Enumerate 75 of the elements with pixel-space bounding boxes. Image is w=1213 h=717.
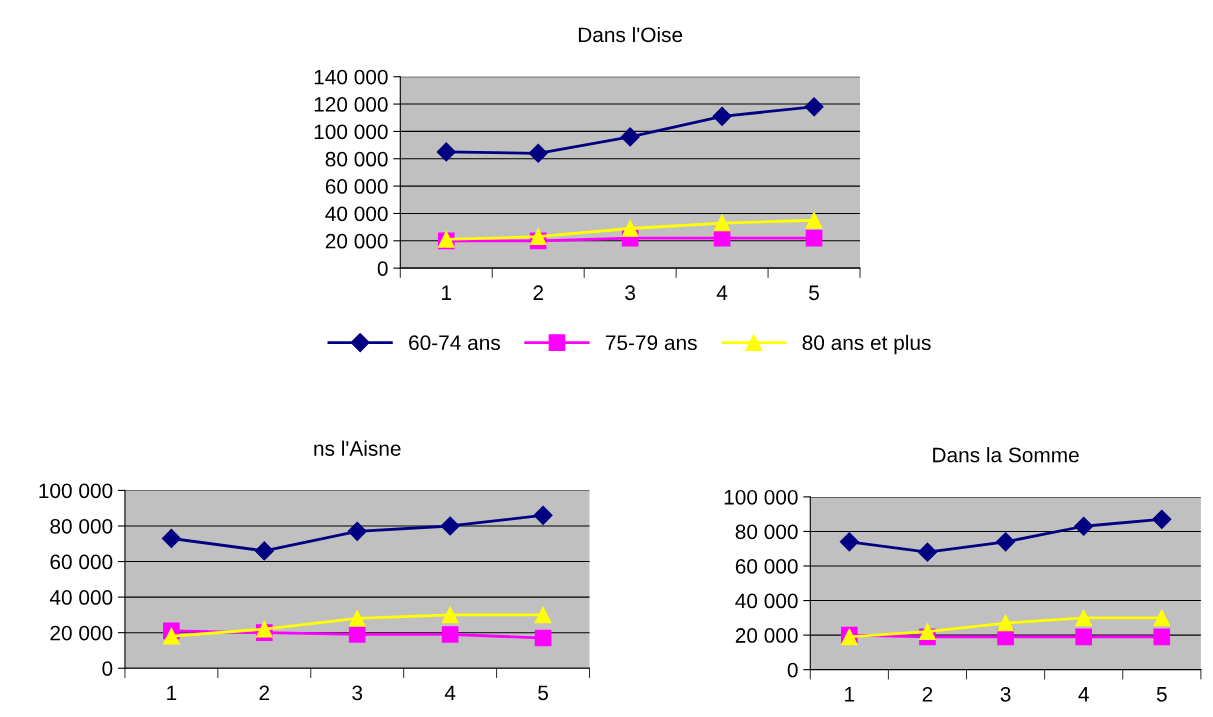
- point: [161, 528, 181, 548]
- point: [436, 142, 456, 162]
- y-tick-label: 60 000: [50, 554, 113, 570]
- x-tick-label: 4: [1078, 687, 1089, 702]
- legend-label: 60-74 ans: [409, 335, 500, 351]
- x-tick-label: 3: [625, 285, 636, 301]
- x-tick-label: 4: [716, 285, 728, 300]
- y-tick-label: 100 000: [314, 124, 388, 140]
- x-tick-label: 2: [533, 285, 543, 300]
- y-tick-label: 140 000: [314, 69, 388, 85]
- point: [997, 614, 1014, 632]
- chart-title: Dans l'Oise: [578, 26, 683, 43]
- y-tick-label: 0: [102, 661, 113, 676]
- chart-title: Dans la Somme: [933, 447, 1079, 463]
- point: [348, 610, 366, 627]
- legend-label: 80 ans et plus: [802, 334, 931, 355]
- y-tick-label: 80 000: [735, 524, 798, 540]
- x-tick-label: 1: [845, 687, 855, 702]
- point: [1152, 509, 1172, 529]
- y-tick-label: 80 000: [325, 151, 388, 167]
- x-tick-label: 3: [1000, 686, 1011, 702]
- point: [441, 606, 459, 624]
- point: [1075, 609, 1093, 627]
- y-tick-label: 40 000: [735, 593, 798, 609]
- point: [621, 220, 639, 237]
- point: [534, 629, 552, 647]
- point: [1075, 628, 1093, 646]
- point: [996, 532, 1016, 552]
- y-tick-label: 0: [787, 662, 798, 678]
- y-tick-label: 60 000: [735, 559, 798, 574]
- y-tick-label: 0: [377, 261, 388, 276]
- point: [919, 623, 936, 640]
- point: [529, 228, 547, 246]
- point: [805, 211, 823, 229]
- point: [348, 626, 366, 643]
- x-tick-label: 5: [1156, 687, 1167, 702]
- point: [713, 214, 731, 232]
- point: [533, 505, 553, 525]
- point: [1153, 628, 1171, 646]
- point: [1153, 609, 1171, 627]
- y-tick-label: 100 000: [724, 489, 798, 505]
- point: [534, 606, 552, 624]
- point: [712, 106, 732, 126]
- x-tick-label: 1: [442, 285, 452, 300]
- point: [917, 542, 937, 562]
- point: [441, 626, 459, 643]
- y-tick-label: 80 000: [50, 518, 113, 534]
- point: [620, 127, 640, 147]
- y-tick-label: 20 000: [50, 625, 113, 641]
- y-tick-label: 20 000: [735, 628, 798, 643]
- chart-title: ns l'Aisne: [314, 440, 401, 456]
- y-tick-label: 40 000: [325, 206, 388, 222]
- point: [440, 516, 460, 536]
- x-tick-label: 2: [259, 685, 270, 701]
- y-tick-label: 60 000: [325, 179, 388, 194]
- point: [804, 97, 824, 117]
- x-tick-label: 1: [167, 685, 177, 701]
- point: [528, 143, 548, 163]
- x-tick-label: 5: [538, 685, 548, 701]
- point: [254, 541, 274, 561]
- x-tick-label: 2: [922, 686, 933, 702]
- y-tick-label: 120 000: [314, 97, 388, 112]
- point: [163, 627, 180, 645]
- point: [347, 521, 367, 541]
- point: [255, 620, 273, 638]
- x-tick-label: 5: [809, 285, 819, 301]
- point: [805, 229, 823, 247]
- legend-label: 75-79 ans: [605, 335, 697, 351]
- point: [1074, 516, 1094, 536]
- y-tick-label: 40 000: [49, 590, 113, 605]
- y-tick-label: 20 000: [325, 233, 388, 249]
- x-tick-label: 3: [352, 685, 363, 701]
- point: [839, 532, 859, 552]
- y-tick-label: 100 000: [39, 483, 113, 499]
- x-tick-label: 4: [444, 685, 456, 701]
